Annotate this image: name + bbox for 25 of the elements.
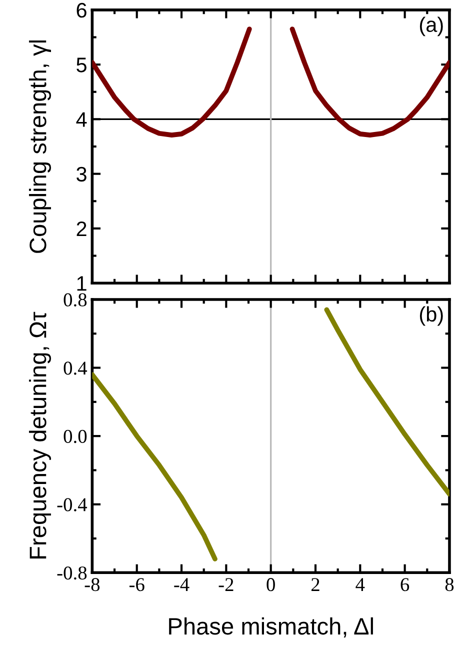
x-tick-label: -6: [129, 578, 144, 592]
y-tick-label: -0.4: [57, 498, 88, 512]
y-tick-label: 0.8: [64, 293, 87, 306]
y-tick-label: 5: [76, 58, 86, 72]
x-tick-label: 6: [400, 578, 410, 592]
y-tick-label: 0.0: [64, 430, 87, 444]
x-tick-label: 8: [445, 578, 454, 592]
y-axis-title: Frequency detuning, Ωτ: [28, 312, 52, 559]
y-tick-label: 1: [77, 276, 86, 291]
y-axis-title: Coupling strength, γl: [28, 40, 52, 253]
y-tick-label: -0.8: [57, 566, 87, 580]
x-axis-title: Phase mismatch, Δl: [169, 617, 373, 638]
y-tick-label: 0.4: [64, 362, 88, 375]
x-tick-label: 4: [356, 578, 365, 591]
y-tick-label: 6: [76, 2, 86, 18]
x-tick-label: 0: [266, 578, 275, 592]
annotation: (a): [420, 16, 443, 36]
y-tick-label: 2: [76, 221, 86, 236]
y-tick-label: 4: [76, 112, 87, 127]
x-tick-label: 2: [311, 578, 320, 591]
x-tick-label: -8: [84, 578, 100, 592]
annotation: (b): [420, 306, 443, 326]
x-tick-label: -4: [174, 578, 190, 591]
x-tick-label: -2: [218, 578, 234, 591]
y-tick-label: 3: [76, 166, 86, 182]
